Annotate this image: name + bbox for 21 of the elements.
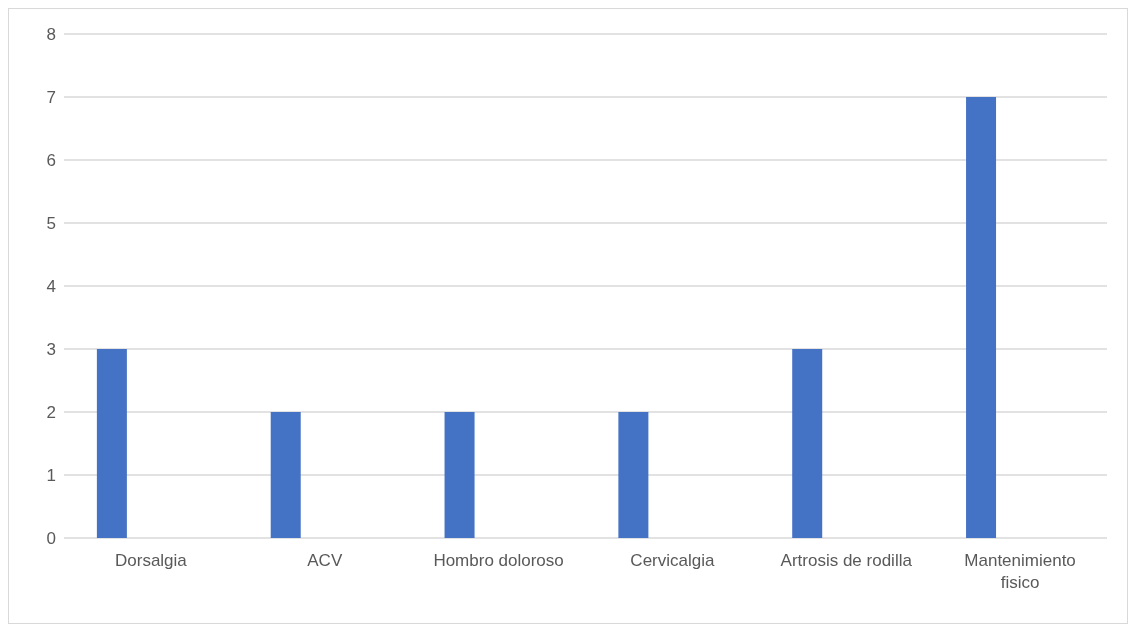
y-tick-label: 1 [46, 466, 56, 486]
bar [792, 349, 823, 538]
y-tick-label: 6 [46, 151, 56, 171]
x-tick-label: Cervicalgia [630, 551, 715, 570]
bar [444, 412, 475, 538]
x-tick-label: ACV [307, 551, 343, 570]
bar [96, 349, 127, 538]
x-tick-label: Artrosis de rodilla [780, 551, 913, 570]
x-tick-label: Hombro doloroso [433, 551, 564, 570]
x-tick-label: Mantenimiento fisico [964, 551, 1076, 592]
y-tick-label: 3 [46, 340, 56, 360]
bar [270, 412, 301, 538]
y-tick-label: 2 [46, 403, 56, 423]
y-tick-label: 5 [46, 214, 56, 234]
bar [618, 412, 649, 538]
bar [966, 97, 997, 538]
y-tick-label: 8 [46, 25, 56, 45]
y-tick-label: 7 [46, 88, 56, 108]
x-tick-label: Dorsalgia [115, 551, 188, 570]
y-tick-label: 0 [46, 529, 56, 549]
y-tick-label: 4 [46, 277, 56, 297]
